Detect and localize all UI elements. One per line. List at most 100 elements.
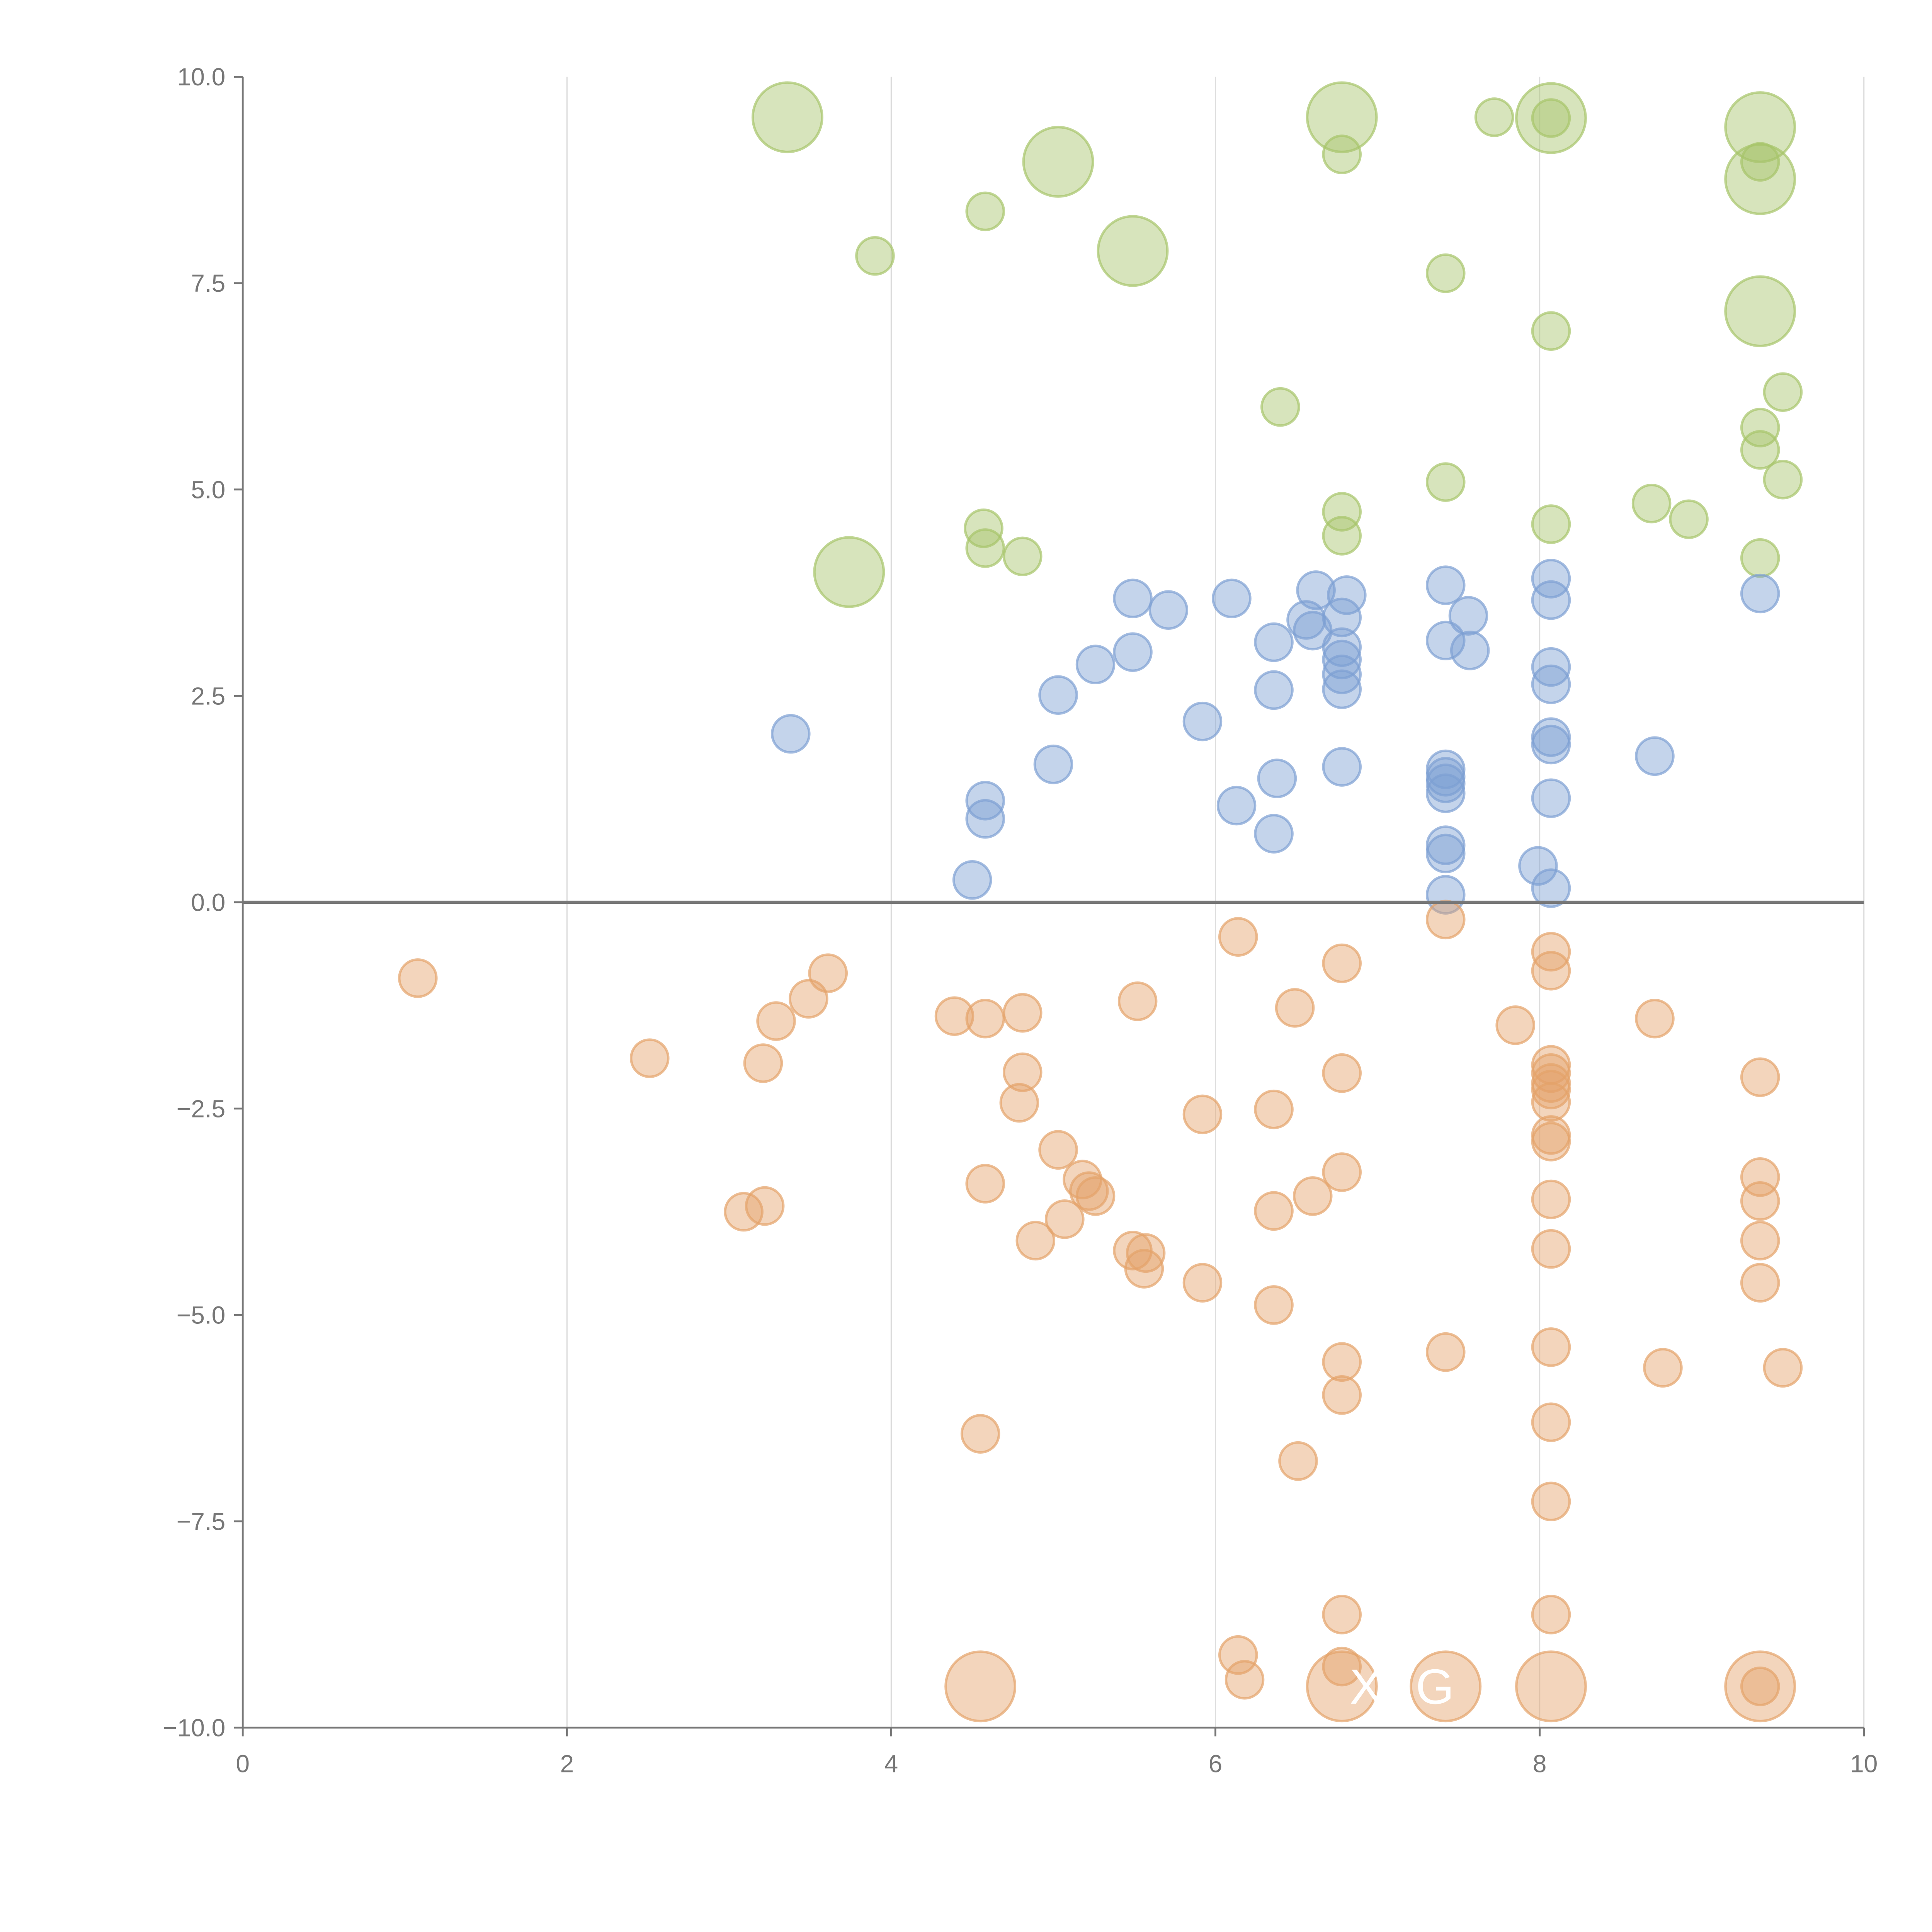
data-point-negative [1515, 1650, 1587, 1723]
data-point-positive-high [855, 236, 895, 276]
data-point-negative [1531, 1053, 1571, 1093]
data-point-negative [1124, 1249, 1164, 1289]
data-point-negative [1531, 1122, 1571, 1162]
data-point-negative [1322, 1595, 1362, 1634]
data-point-negative [1425, 1332, 1466, 1372]
data-point-negative [1002, 993, 1043, 1033]
data-point-positive-high [1531, 311, 1571, 351]
y-tick-label: 2.5 [191, 682, 225, 710]
data-point-positive-high [1763, 372, 1803, 412]
data-point-positive-low [1425, 833, 1466, 874]
data-point-negative [1531, 1179, 1571, 1219]
data-point-negative [1278, 1441, 1318, 1481]
data-points [398, 81, 1803, 1723]
data-point-positive-low [1322, 669, 1362, 709]
data-point-positive-high [1724, 275, 1796, 347]
data-point-positive-low [1113, 578, 1153, 619]
y-tick-label: −10.0 [163, 1714, 225, 1742]
data-point-positive-low [1425, 825, 1466, 865]
data-point-negative [1306, 1650, 1378, 1723]
data-point-positive-low [1531, 724, 1571, 765]
data-point-positive-high [965, 191, 1005, 231]
data-point-positive-low [952, 860, 992, 900]
data-point-positive-low [1286, 600, 1326, 640]
data-point-positive-high [1260, 387, 1300, 427]
data-point-positive-high [1724, 91, 1796, 163]
data-point-negative [398, 958, 438, 998]
data-point-positive-low [1212, 578, 1252, 619]
data-point-positive-high [1425, 253, 1466, 293]
data-point-negative [1531, 1070, 1571, 1110]
data-point-negative [1740, 1057, 1780, 1097]
data-point-negative [1643, 1348, 1683, 1388]
x-tick-label: 0 [236, 1750, 250, 1778]
data-point-negative [1069, 1171, 1109, 1211]
data-point-negative [1117, 981, 1158, 1021]
data-point-negative [1531, 1402, 1571, 1442]
data-point-positive-low [1033, 744, 1073, 784]
data-point-negative [1075, 1176, 1116, 1216]
data-point-positive-high [1474, 97, 1514, 137]
data-point-positive-low [1531, 559, 1571, 599]
axes: 0 2 4 6 8 10 10.0 7.5 5.0 2.5 0.0 −2.5 −5.0 −7.5 −10.0 [163, 63, 1878, 1777]
data-point-positive-low [1113, 632, 1153, 672]
data-point-positive-low [1254, 622, 1294, 662]
data-point-negative [1740, 1667, 1780, 1706]
x-tick-label: 6 [1209, 1750, 1223, 1778]
data-point-positive-high [1322, 134, 1362, 174]
data-point-positive-high [1631, 483, 1672, 524]
data-point-positive-high [1425, 462, 1466, 502]
data-point-positive-high [1740, 430, 1780, 470]
data-point-negative [1254, 1089, 1294, 1129]
data-point-negative [999, 1083, 1039, 1123]
data-point-positive-low [1322, 655, 1362, 694]
data-point-negative [1218, 917, 1258, 957]
data-point-negative [1531, 1327, 1571, 1367]
data-point-positive-low [1216, 786, 1257, 826]
y-tick-label: −5.0 [177, 1301, 226, 1329]
data-point-negative [1740, 1157, 1780, 1197]
annotation-label: XYG [1350, 1659, 1454, 1714]
data-point-negative [960, 1414, 1000, 1454]
data-point-positive-low [1518, 846, 1558, 886]
data-point-negative [1275, 988, 1315, 1028]
data-point-negative [1002, 1052, 1043, 1092]
data-point-positive-high [965, 528, 1005, 568]
data-point-negative [1182, 1094, 1223, 1134]
x-tick-label: 4 [884, 1750, 898, 1778]
data-point-positive-low [1182, 701, 1223, 742]
data-point-positive-low [1257, 759, 1297, 798]
y-tick-label: 10.0 [177, 63, 226, 91]
data-point-negative [1045, 1199, 1085, 1239]
data-point-positive-high [1531, 504, 1571, 544]
data-point-positive-low [1531, 580, 1571, 620]
data-point-positive-low [1296, 570, 1336, 610]
data-point-positive-low [1075, 645, 1116, 684]
data-point-negative [1015, 1221, 1056, 1261]
data-point-negative [965, 1164, 1005, 1204]
y-tick-label: 7.5 [191, 269, 225, 297]
data-point-positive-low [1450, 631, 1490, 670]
data-point-negative [1254, 1285, 1294, 1325]
y-tick-label: −2.5 [177, 1095, 226, 1122]
data-point-positive-low [1322, 639, 1362, 680]
data-point-negative [965, 998, 1005, 1039]
data-point-negative [1038, 1130, 1078, 1170]
data-point-negative [1495, 1005, 1535, 1045]
data-point-negative [1254, 1191, 1294, 1231]
data-point-positive-high [1306, 81, 1378, 153]
data-point-positive-low [1531, 868, 1571, 908]
data-point-negative [1322, 1646, 1362, 1687]
data-point-negative [944, 1650, 1017, 1723]
data-point-negative [1763, 1348, 1803, 1388]
data-point-negative [1740, 1263, 1780, 1303]
data-point-positive-low [1425, 764, 1466, 803]
data-point-positive-high [1322, 516, 1362, 556]
data-point-positive-high [1097, 215, 1169, 287]
y-tick-label: 5.0 [191, 476, 225, 503]
data-point-negative [1293, 1176, 1333, 1216]
data-point-negative [1531, 1481, 1571, 1522]
y-tick-label: 0.0 [191, 888, 225, 916]
data-point-positive-high [1022, 126, 1094, 198]
data-point-positive-low [1322, 627, 1362, 667]
